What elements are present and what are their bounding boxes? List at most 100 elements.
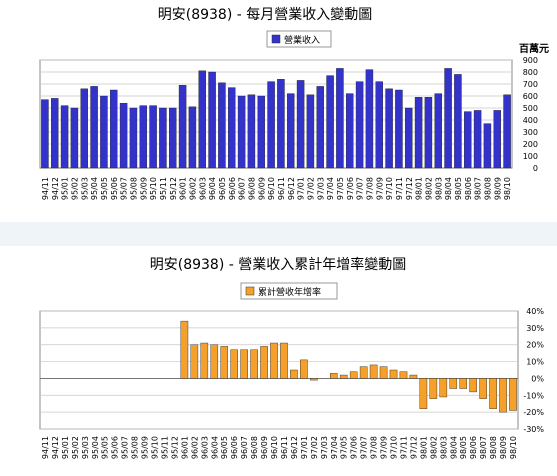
- bar: [306, 94, 315, 169]
- x-tick-label: 95/06: [111, 436, 120, 459]
- bar: [220, 346, 229, 379]
- x-tick-label: 96/04: [208, 177, 217, 200]
- y-tick-label: 200: [523, 140, 538, 149]
- x-tick-label: 96/08: [247, 177, 256, 200]
- y-tick-label: 500: [523, 104, 538, 113]
- bar: [41, 99, 49, 169]
- x-tick-label: 97/04: [330, 436, 339, 459]
- x-tick-label: 97/09: [380, 436, 389, 459]
- bar: [100, 95, 108, 169]
- x-tick-label: 96/09: [260, 436, 269, 459]
- legend-swatch: [245, 286, 255, 296]
- bar: [405, 107, 413, 169]
- y-tick-label: 100: [523, 152, 538, 161]
- bar: [296, 80, 305, 169]
- bar: [464, 111, 472, 169]
- x-tick-label: 97/10: [390, 436, 399, 459]
- bar: [149, 105, 157, 169]
- x-tick-label: 98/05: [454, 177, 463, 200]
- bar: [250, 349, 258, 379]
- x-tick-label: 97/05: [340, 436, 349, 459]
- x-tick-label: 95/05: [101, 436, 110, 459]
- bar: [375, 81, 383, 169]
- x-tick-label: 96/09: [257, 177, 266, 200]
- bar: [499, 378, 507, 413]
- bar: [190, 344, 199, 379]
- bar: [287, 93, 295, 169]
- bar: [449, 378, 458, 389]
- bar: [218, 82, 226, 169]
- x-tick-label: 98/03: [434, 177, 443, 200]
- x-tick-label: 98/05: [459, 436, 468, 459]
- bar: [439, 378, 448, 398]
- bar: [479, 378, 487, 399]
- x-tick-label: 96/06: [228, 177, 237, 200]
- y-tick-label: -10%: [523, 391, 544, 400]
- x-tick-label: 96/03: [198, 177, 207, 200]
- y-tick-label: 30%: [526, 324, 544, 333]
- y-tick-label: 300: [523, 128, 538, 137]
- chart-separator: [0, 222, 557, 246]
- x-tick-label: 96/07: [240, 436, 249, 459]
- x-tick-label: 95/04: [91, 436, 100, 459]
- x-tick-label: 97/01: [297, 177, 306, 200]
- x-tick-label: 96/10: [270, 436, 279, 459]
- x-tick-label: 95/02: [70, 177, 79, 200]
- x-tick-label: 97/12: [405, 177, 414, 200]
- bar: [326, 75, 334, 169]
- bar: [424, 96, 433, 169]
- bar: [399, 371, 408, 379]
- bar: [409, 374, 418, 379]
- bar: [270, 342, 278, 379]
- y-tick-label: 0: [533, 164, 538, 173]
- x-tick-label: 97/07: [356, 177, 365, 200]
- x-tick-label: 95/07: [120, 177, 129, 200]
- x-tick-label: 97/02: [306, 177, 315, 200]
- x-tick-label: 98/02: [429, 436, 438, 459]
- x-tick-label: 95/12: [170, 436, 179, 459]
- x-tick-label: 97/07: [360, 436, 369, 459]
- x-tick-label: 98/07: [479, 436, 488, 459]
- monthly-revenue-chart-panel: 明安(8938) - 每月營業收入變動圖 營業收入 百萬元 0 100 200 300 400…: [0, 0, 557, 222]
- x-tick-label: 98/07: [474, 177, 483, 200]
- bar: [414, 96, 423, 169]
- bar: [339, 374, 348, 379]
- bar: [119, 102, 128, 169]
- bar: [178, 84, 187, 169]
- y-tick-label: -30%: [523, 425, 544, 434]
- x-tick-label: 98/02: [424, 177, 433, 200]
- x-tick-label: 97/01: [300, 436, 309, 459]
- bar: [469, 378, 477, 393]
- bar: [419, 378, 428, 409]
- x-tick-label: 98/03: [439, 436, 448, 459]
- x-tick-label: 95/10: [149, 177, 158, 200]
- x-tick-label: 97/06: [350, 436, 359, 459]
- x-tick-label: 96/02: [188, 177, 197, 200]
- x-tick-label: 98/10: [509, 436, 518, 459]
- bar: [290, 369, 298, 379]
- bar: [267, 81, 275, 169]
- bar: [110, 89, 118, 169]
- x-tick-label: 96/12: [290, 436, 299, 459]
- bar: [509, 378, 517, 411]
- x-tick-label: 98/04: [449, 436, 458, 459]
- x-tick-label: 96/11: [280, 436, 289, 459]
- x-tick-label: 95/03: [81, 436, 90, 459]
- bar: [329, 373, 338, 379]
- legend-box: [266, 30, 332, 48]
- x-tick-label: 97/10: [385, 177, 394, 200]
- x-tick-label: 97/04: [326, 177, 335, 200]
- bar: [198, 70, 206, 169]
- x-tick-label: 94/12: [51, 177, 60, 200]
- bar: [80, 88, 88, 169]
- x-tick-label: 95/09: [139, 177, 148, 200]
- plot-area: [39, 310, 519, 430]
- x-tick-label: 95/01: [61, 436, 70, 459]
- x-tick-label: 97/05: [336, 177, 345, 200]
- x-tick-label: 96/01: [179, 177, 188, 200]
- bar: [489, 378, 497, 409]
- x-tick-label: 95/06: [110, 177, 119, 200]
- bar: [310, 378, 318, 381]
- bar: [277, 78, 285, 169]
